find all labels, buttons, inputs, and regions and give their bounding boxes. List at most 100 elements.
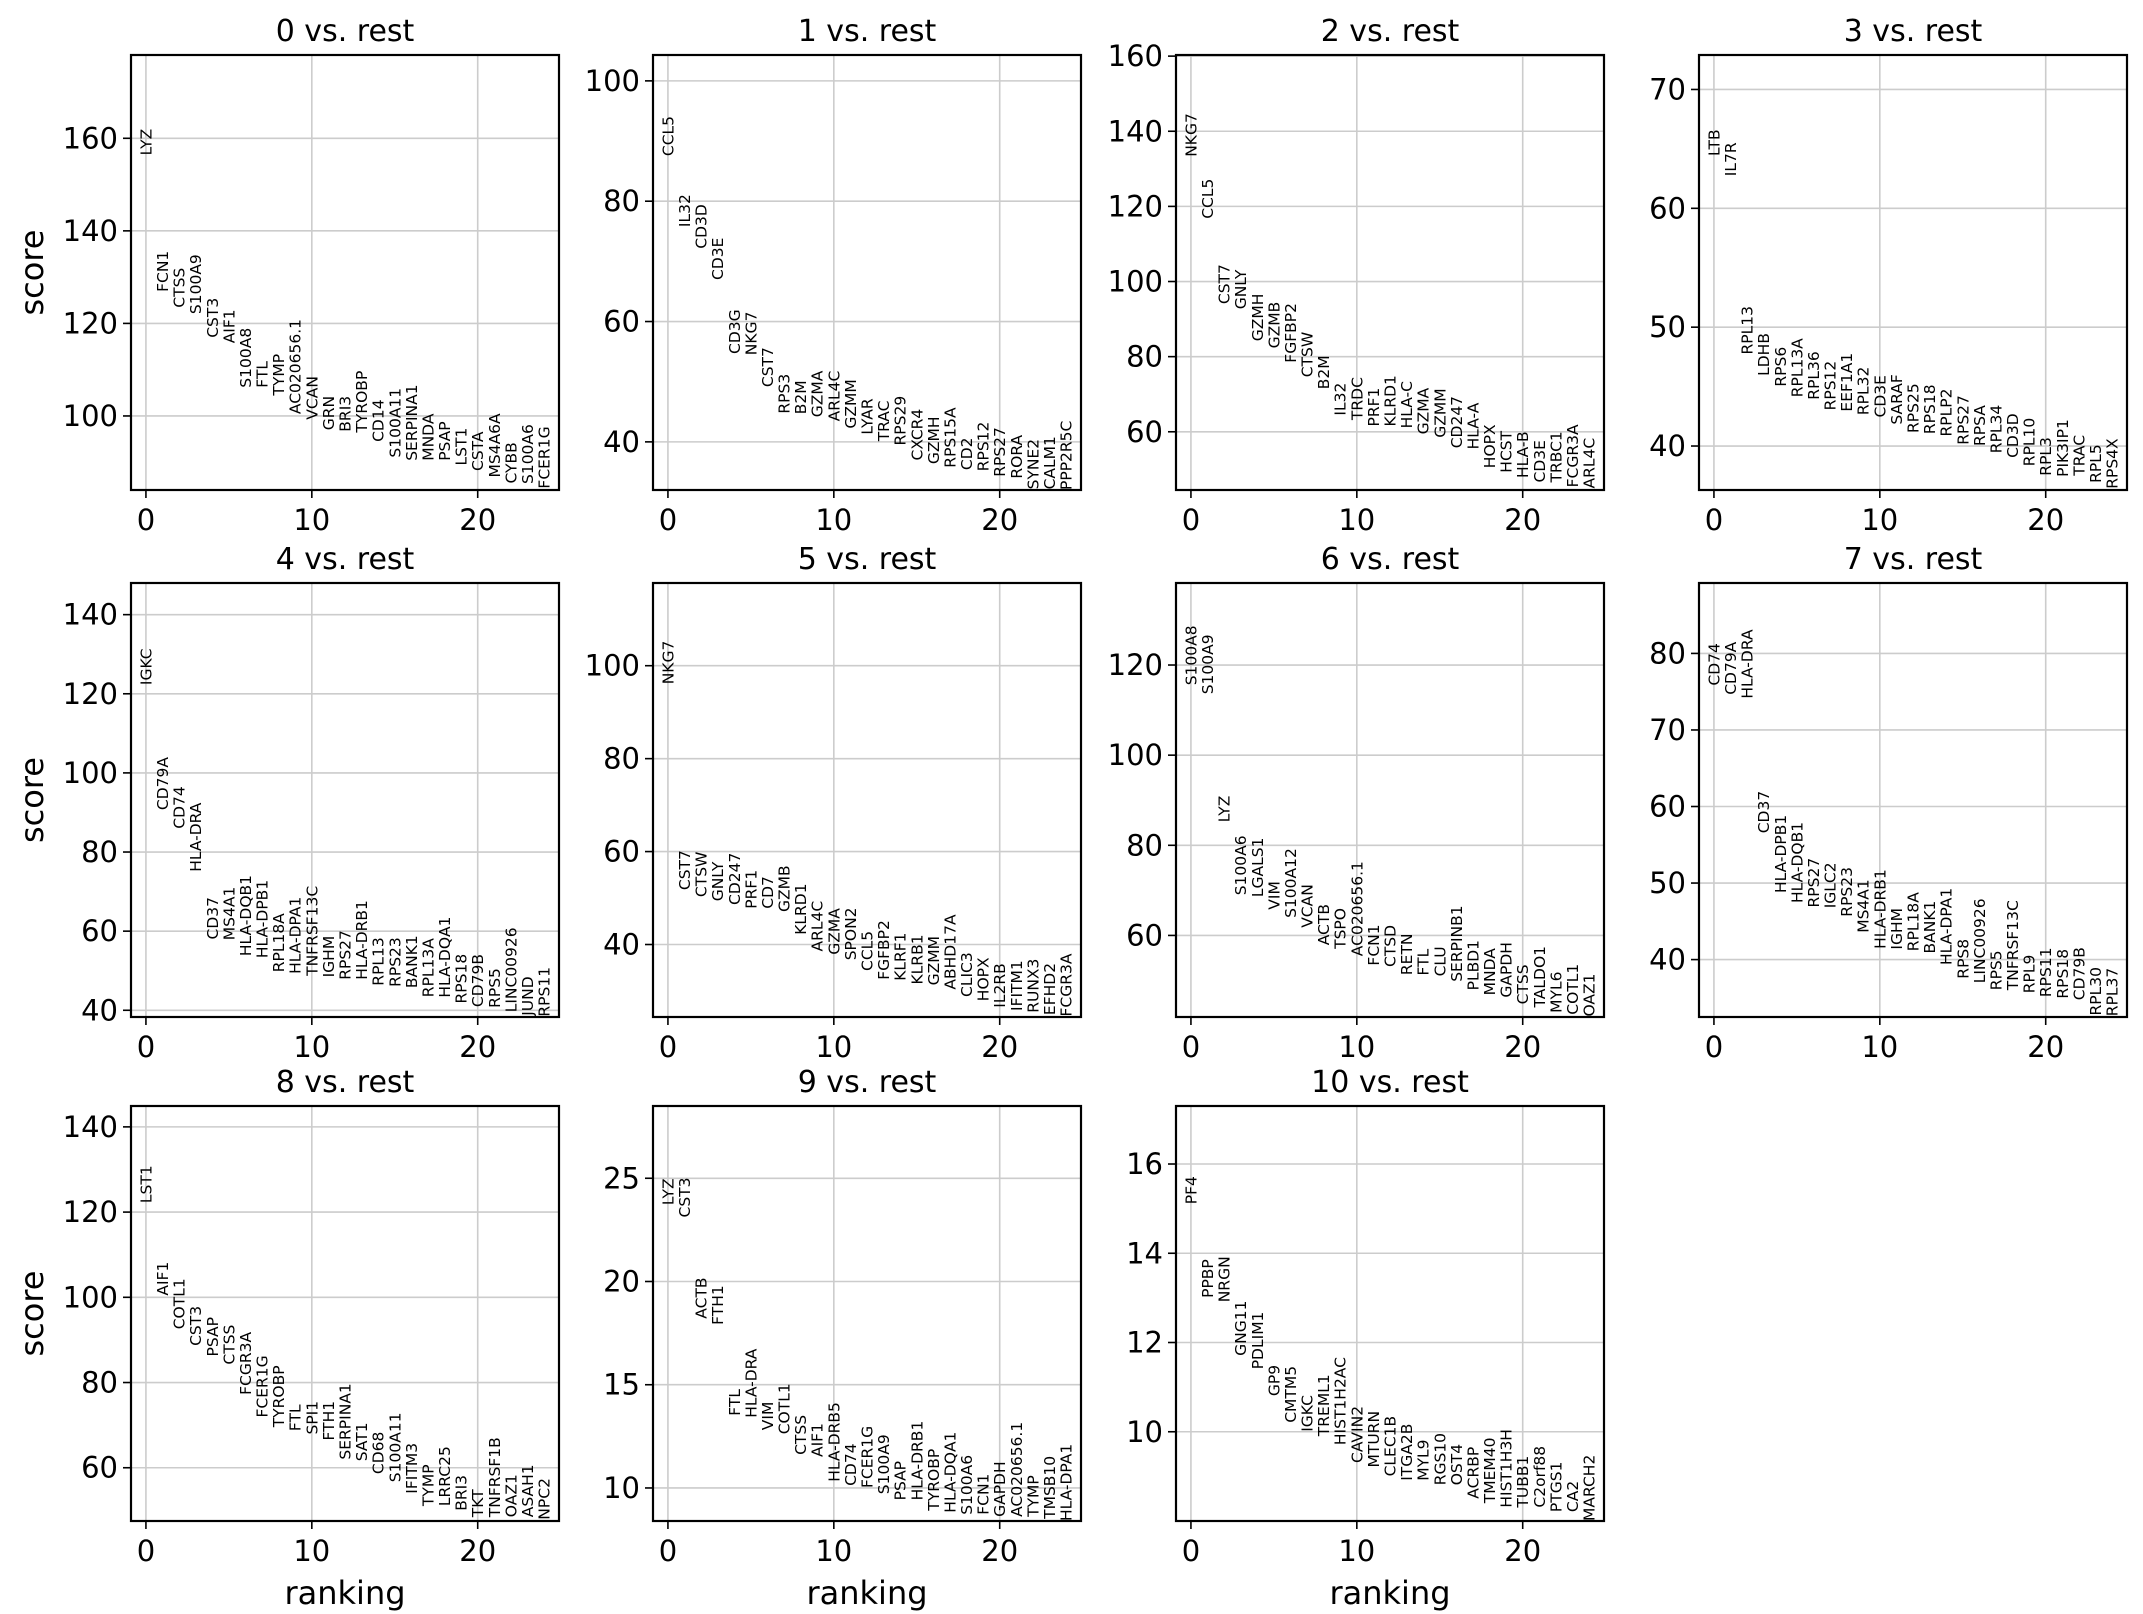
gene-label: TMSB10 <box>1041 1456 1059 1520</box>
gene-label: S100A6 <box>958 1455 976 1515</box>
gene-label: IL32 <box>676 194 694 227</box>
gene-label: IL32 <box>1332 383 1350 416</box>
y-tick-label: 70 <box>1649 713 1686 747</box>
y-tick-label: 60 <box>603 305 640 339</box>
gene-label: TYROBP <box>353 371 371 434</box>
gene-label: RGS10 <box>1431 1433 1449 1485</box>
gene-label: PSAP <box>892 1461 910 1500</box>
gene-label: ARL4C <box>809 901 827 952</box>
gene-label: CST7 <box>1216 264 1234 304</box>
gene-label: FCGR3A <box>1058 953 1076 1016</box>
gene-label: HLA-C <box>1398 381 1416 428</box>
x-tick-label: 0 <box>137 1534 155 1568</box>
x-tick-label: 20 <box>1504 1030 1541 1064</box>
y-tick-label: 160 <box>63 121 118 155</box>
gene-label: LDHB <box>1755 333 1773 376</box>
gene-label: CD3D <box>693 204 711 249</box>
gene-label: SYNE2 <box>1024 439 1042 490</box>
y-tick-label: 40 <box>1649 429 1686 463</box>
gene-label: CLU <box>1431 946 1449 976</box>
axes-frame <box>651 53 1083 492</box>
gene-label: S100A6 <box>519 424 537 484</box>
gene-label: HIST1H3H <box>1498 1429 1516 1508</box>
gene-label: C2orf88 <box>1531 1446 1549 1508</box>
gene-label: HLA-B <box>1514 431 1532 478</box>
gene-label: LST1 <box>137 1165 155 1203</box>
gene-label: LINC00926 <box>1971 898 1989 983</box>
x-tick-label: 20 <box>981 1030 1018 1064</box>
gene-label: FGFBP2 <box>1282 303 1300 363</box>
gene-label: TNFRSF13C <box>2004 900 2022 991</box>
x-tick-label: 20 <box>459 503 496 537</box>
axes-frame <box>1174 581 1606 1019</box>
gene-label: S100A9 <box>1199 634 1217 694</box>
y-tick-label: 80 <box>81 1366 118 1400</box>
gene-label: PF4 <box>1182 1176 1200 1204</box>
gene-label: KLRD1 <box>792 883 810 934</box>
gene-label: NKG7 <box>659 641 677 685</box>
gene-label: OAZ1 <box>502 1474 520 1517</box>
gene-label: HLA-DRA <box>742 1348 760 1418</box>
gene-label: RPL9 <box>2021 955 2039 994</box>
x-tick-label: 20 <box>459 1534 496 1568</box>
gene-label: RPS11 <box>536 967 554 1017</box>
gene-label: GP9 <box>1265 1365 1283 1396</box>
gene-label: HLA-DPA1 <box>1058 1444 1076 1521</box>
gene-label: MS4A1 <box>1855 879 1873 933</box>
gene-label: GNLY <box>709 861 727 901</box>
y-tick-label: 100 <box>585 64 640 98</box>
gene-label: ACTB <box>1315 904 1333 945</box>
gene-label: GAPDH <box>991 1461 1009 1517</box>
gene-label: AIF1 <box>220 309 238 343</box>
axes-frame <box>1174 1104 1606 1523</box>
gene-label: NPC2 <box>536 1478 554 1520</box>
y-tick-label: 12 <box>1126 1326 1163 1360</box>
gene-label: PPBP <box>1199 1259 1217 1298</box>
gene-label: CD14 <box>370 399 388 441</box>
gene-label: CD3D <box>2004 413 2022 458</box>
axes-frame <box>1174 53 1606 492</box>
gene-label: IGLC2 <box>1822 862 1840 908</box>
gene-label: VIM <box>1265 881 1283 910</box>
y-tick-label: 40 <box>603 928 640 962</box>
gene-label: MNDA <box>1481 948 1499 996</box>
gene-label: PDLIM1 <box>1249 1312 1267 1370</box>
gene-label: EFHD2 <box>1041 963 1059 1015</box>
gene-label: CD74 <box>1705 643 1723 685</box>
gene-label: LGALS1 <box>1249 838 1267 898</box>
panel-title: 1 vs. rest <box>798 14 937 49</box>
gene-label: GZMM <box>1431 388 1449 437</box>
gene-label: RPS4X <box>2104 438 2122 489</box>
gene-label: MYL6 <box>1547 972 1565 1013</box>
gene-label: HLA-DPB1 <box>254 880 272 958</box>
gene-label: CCL5 <box>659 116 677 156</box>
x-tick-label: 0 <box>659 1534 677 1568</box>
gene-label: ASAH1 <box>519 1464 537 1517</box>
gene-label: CTSS <box>220 1325 238 1365</box>
gene-label: BANK1 <box>403 935 421 988</box>
gene-label: RPS11 <box>2037 947 2055 997</box>
gene-label: ABHD17A <box>941 914 959 990</box>
x-tick-label: 0 <box>137 503 155 537</box>
x-tick-label: 10 <box>293 1534 330 1568</box>
gene-label: LYZ <box>659 1178 677 1205</box>
x-tick-label: 20 <box>2027 1030 2064 1064</box>
gene-label: CD7 <box>759 876 777 909</box>
gene-label: GAPDH <box>1498 942 1516 998</box>
gene-label: S100A9 <box>875 1434 893 1494</box>
y-tick-label: 100 <box>63 756 118 790</box>
gene-label: RPS27 <box>991 427 1009 477</box>
gene-label: IGKC <box>1299 1395 1317 1432</box>
gene-label: PPP2R5C <box>1058 421 1076 490</box>
x-tick-label: 20 <box>1504 1534 1541 1568</box>
gene-label: PSAP <box>436 421 454 460</box>
gene-label: CYBB <box>502 442 520 483</box>
panel-title: 0 vs. rest <box>276 14 415 49</box>
y-tick-label: 60 <box>81 914 118 948</box>
gene-label: CCL5 <box>1199 179 1217 219</box>
gene-label: CD79B <box>2070 947 2088 1000</box>
gene-label: RPS27 <box>337 930 355 980</box>
gene-label: RPS27 <box>1954 395 1972 445</box>
